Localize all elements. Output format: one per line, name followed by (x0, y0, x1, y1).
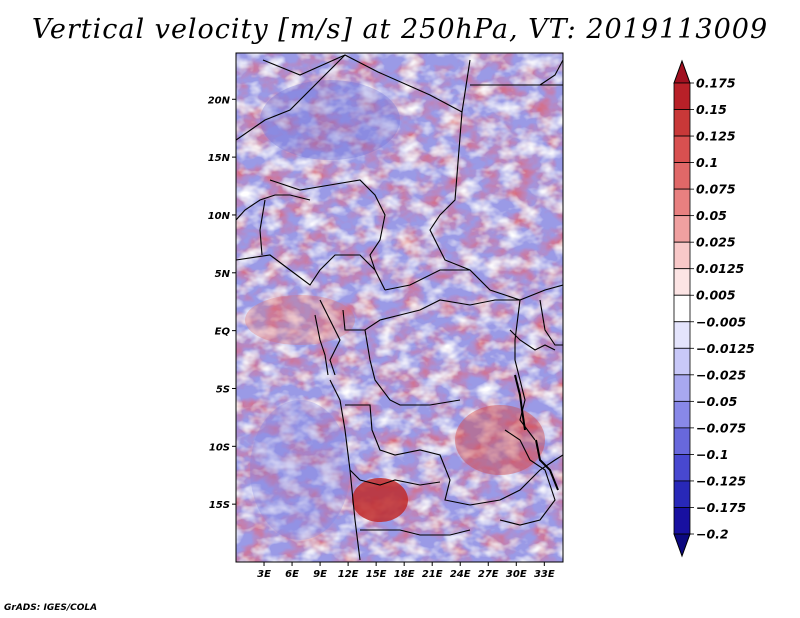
colorbar-label: 0.0125 (696, 261, 745, 276)
lat-tick-label: 5S (216, 384, 230, 395)
colorbar-segment (673, 188, 691, 217)
lat-tick-label: 10N (208, 211, 231, 222)
border-mauritania-mali (236, 54, 346, 141)
colorbar-segment (673, 268, 691, 296)
lon-tick-label: 24E (450, 569, 471, 580)
descent-area-sahara (260, 80, 400, 160)
lon-tick-label: 15E (366, 569, 387, 580)
colorbar-bottom-arrow (673, 533, 691, 558)
lon-tick-label: 27E (478, 569, 499, 580)
colorbar-label: −0.1 (696, 447, 729, 462)
border-gabon (319, 299, 341, 376)
border-zambia-malawi (499, 429, 556, 526)
colorbar-label: 0.075 (696, 182, 736, 197)
colorbar-label: −0.125 (696, 473, 746, 488)
colorbar-label: −0.175 (696, 500, 746, 515)
border-car-north (384, 269, 470, 291)
colorbar-label: −0.005 (696, 314, 746, 329)
colorbar-label: 0.1 (696, 155, 718, 170)
lake-tanganyika (514, 374, 526, 431)
latitude-axis: 20N 15N 10N 5N EQ 5S 10S 15S (208, 95, 236, 511)
colorbar-label: −0.025 (696, 367, 746, 382)
lat-tick-label: 10S (209, 442, 230, 453)
border-car-congo (342, 299, 520, 331)
lon-tick-label: 3E (257, 569, 271, 580)
border-drc-east (514, 299, 536, 441)
colorbar-top-arrow (673, 59, 691, 84)
colorbar-segment (673, 507, 691, 535)
border-zambia-zimbabwe (469, 454, 563, 506)
longitude-axis: 3E 6E 9E 12E 15E 18E 21E 24E 27E 30E 33E (257, 562, 555, 580)
lat-tick-label: 15N (208, 153, 231, 164)
colorbar-label: −0.05 (696, 394, 738, 409)
border-lake-malawi (535, 439, 559, 491)
border-egypt-coast (539, 59, 563, 86)
colorbar-segment (673, 294, 691, 323)
map-frame (235, 52, 564, 563)
coastline-gabon (314, 314, 329, 376)
colorbar-segment (673, 321, 691, 349)
lon-tick-label: 6E (285, 569, 299, 580)
colorbar-segment (673, 135, 691, 163)
lon-tick-label: 9E (313, 569, 327, 580)
colorbar-label: 0.005 (696, 288, 736, 303)
colorbar-segment (673, 374, 691, 402)
colorbar-label: 0.15 (696, 102, 727, 117)
country-boundaries (236, 54, 563, 561)
colorbar-segment (673, 427, 691, 455)
border-angola-drc (345, 404, 471, 506)
colorbar-segment (673, 215, 691, 243)
lon-tick-label: 30E (506, 569, 527, 580)
colorbar-segment (673, 347, 691, 376)
ascent-area-gulf (245, 295, 355, 345)
border-chad-sudan (429, 111, 563, 301)
lat-tick-label: 5N (215, 269, 231, 280)
colorbar-label: −0.075 (696, 420, 746, 435)
border-congo-drc (364, 329, 461, 406)
grads-credit: GrADS: IGES/COLA (4, 603, 98, 613)
border-west-africa-coast (236, 254, 386, 291)
colorbar-segment (673, 109, 691, 137)
border-uganda-kenya (539, 299, 563, 346)
vertical-velocity-field (236, 53, 563, 562)
lat-tick-label: 20N (208, 95, 231, 106)
strong-ascent-area-angola (352, 478, 408, 522)
descent-area-atlantic (250, 400, 350, 540)
colorbar-segment (673, 241, 691, 270)
border-ivory-coast (259, 199, 266, 256)
colorbar-label: 0.175 (696, 76, 736, 91)
colorbar-segment (673, 480, 691, 508)
colorbar-segment (673, 82, 691, 110)
ascent-area-zambia (455, 405, 545, 475)
lon-tick-label: 21E (422, 569, 443, 580)
colorbar-segment (673, 162, 691, 190)
map-title: Vertical velocity [m/s] at 250hPa, VT: 2… (31, 14, 769, 45)
colorbar-label: −0.0125 (696, 341, 755, 356)
colorbar-label: −0.2 (696, 527, 729, 542)
colorbar-segment (673, 400, 691, 429)
lon-tick-label: 18E (394, 569, 415, 580)
lat-tick-label: EQ (215, 327, 231, 338)
coastline-angola-namibia (329, 379, 361, 561)
lon-tick-label: 33E (534, 569, 555, 580)
colorbar-segment (673, 454, 691, 482)
border-angola-namibia (360, 529, 471, 536)
colorbar: 0.175 0.15 0.125 0.1 0.075 0.05 0.025 0.0125 0.0… (673, 59, 755, 558)
lon-tick-label: 12E (338, 569, 359, 580)
border-angola-zambia (349, 469, 441, 486)
border-uganda (509, 329, 556, 351)
colorbar-label: 0.025 (696, 235, 736, 250)
border-niger-nigeria (269, 179, 386, 271)
border-guinea-mali (236, 194, 311, 221)
colorbar-label: 0.125 (696, 129, 736, 144)
colorbar-label: 0.05 (696, 208, 727, 223)
lat-tick-label: 15S (209, 500, 230, 511)
